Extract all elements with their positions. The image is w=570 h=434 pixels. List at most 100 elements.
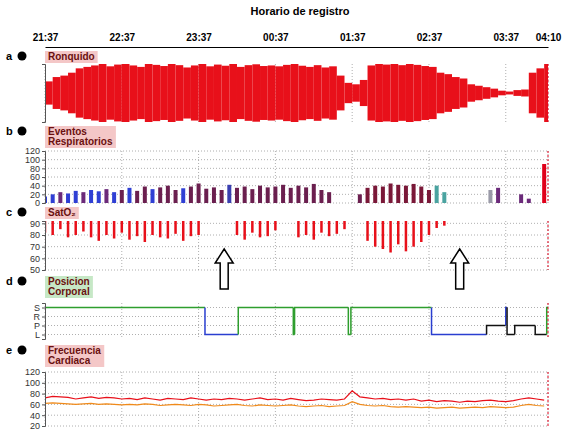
marks: [45, 391, 544, 408]
event-bar: [527, 199, 531, 203]
position-segment: [351, 308, 432, 335]
grid-line-x: [352, 221, 353, 270]
desaturation: [98, 221, 101, 241]
panel: SRPLdPosicionCorporal: [6, 275, 548, 340]
grid: [45, 372, 548, 426]
snore-amplitude: [314, 65, 322, 121]
y-tick: 70: [30, 242, 45, 252]
event-bar: [104, 189, 108, 203]
event-bar: [120, 190, 124, 203]
panel-bullet: [18, 208, 27, 217]
desaturation: [151, 221, 154, 235]
y-tick: 40: [30, 411, 45, 421]
event-bar: [296, 186, 300, 203]
snore-amplitude: [252, 64, 260, 121]
snore-amplitude: [176, 65, 184, 121]
desaturation: [236, 221, 239, 235]
event-bar: [51, 194, 55, 203]
y-axis-line: [42, 152, 46, 204]
desaturation: [159, 221, 162, 237]
snore-amplitude: [360, 80, 368, 106]
snore-amplitude: [298, 66, 306, 121]
y-axis: 5060708090: [30, 219, 46, 276]
arrow-annotation: [215, 249, 233, 289]
y-tick-mark: [42, 404, 45, 405]
event-bar: [488, 190, 492, 203]
y-tick: 60: [30, 400, 45, 410]
grid: [45, 151, 548, 203]
y-tick: 100: [25, 155, 45, 165]
time-tick: 03:37: [493, 32, 519, 47]
grid-line-x: [352, 303, 353, 339]
panel-title-bg: [45, 126, 116, 148]
event-bar: [235, 188, 239, 203]
snore-amplitude: [83, 67, 91, 119]
grid-line-y: [45, 159, 548, 160]
grid-line-x: [198, 221, 199, 270]
desaturation: [90, 221, 93, 237]
snore-amplitude: [490, 89, 498, 98]
event-bar: [412, 184, 416, 203]
snore-amplitude: [506, 92, 514, 95]
y-tick-mark: [42, 270, 45, 271]
panel-title: SatO₂: [48, 207, 76, 218]
panel-title: PosicionCorporal: [48, 276, 90, 297]
position-segment: [515, 326, 535, 335]
event-bar: [166, 186, 170, 203]
y-tick: 80: [30, 230, 45, 240]
panel-title-box: PosicionCorporal: [45, 276, 93, 298]
desaturation: [320, 221, 323, 233]
panel-title: FrecuenciaCardiaca: [48, 345, 101, 366]
event-bar: [542, 164, 546, 203]
snore-amplitude: [383, 65, 391, 122]
heart-rate-line: [45, 391, 544, 402]
y-tick-mark: [42, 426, 45, 427]
grid-line-y: [45, 325, 548, 326]
y-axis: 020406080100120: [25, 146, 46, 208]
snore-amplitude: [536, 68, 544, 117]
main-title: Horario de registro: [250, 5, 349, 17]
time-tick-label: 04:10: [536, 32, 562, 43]
y-tick-label: 60: [30, 254, 40, 264]
panel-letter: d: [6, 275, 13, 287]
snore-amplitude: [398, 65, 406, 121]
snore-amplitude: [191, 65, 199, 120]
snore-amplitude: [114, 65, 122, 122]
grid-line-y: [45, 393, 548, 394]
y-tick-mark: [42, 415, 45, 416]
desaturation: [243, 221, 246, 240]
event-bar: [266, 187, 270, 203]
event-bar: [197, 184, 201, 204]
y-tick-mark: [42, 177, 45, 178]
grid-line-x: [428, 372, 429, 426]
event-bar: [427, 190, 431, 203]
desaturation: [105, 221, 108, 235]
event-bar: [419, 187, 423, 203]
time-tick: 21:37: [33, 32, 59, 47]
snore-amplitude: [245, 65, 253, 121]
snore-amplitude: [214, 65, 222, 122]
panel-letter: a: [6, 50, 13, 62]
event-bar: [442, 192, 446, 203]
grid-line-x: [505, 303, 506, 339]
snore-amplitude: [521, 90, 529, 97]
grid-line-x: [505, 221, 506, 270]
event-bar: [281, 185, 285, 203]
y-tick: 0: [35, 198, 45, 208]
y-tick: 90: [30, 219, 45, 229]
y-tick-label: 100: [25, 378, 40, 388]
snore-amplitude: [45, 81, 53, 104]
y-tick: 80: [30, 389, 45, 399]
desaturation: [121, 221, 124, 233]
event-bar: [135, 191, 139, 203]
desaturation: [435, 221, 438, 228]
y-tick-mark: [42, 203, 45, 204]
record-end-line: [548, 372, 549, 426]
y-tick-label: 80: [30, 389, 40, 399]
grid-line-x: [121, 303, 122, 339]
snore-amplitude: [222, 66, 230, 121]
grid-line-y: [45, 258, 548, 259]
time-tick: 01:37: [340, 32, 366, 47]
snore-amplitude: [160, 66, 168, 120]
desaturation: [366, 221, 369, 241]
